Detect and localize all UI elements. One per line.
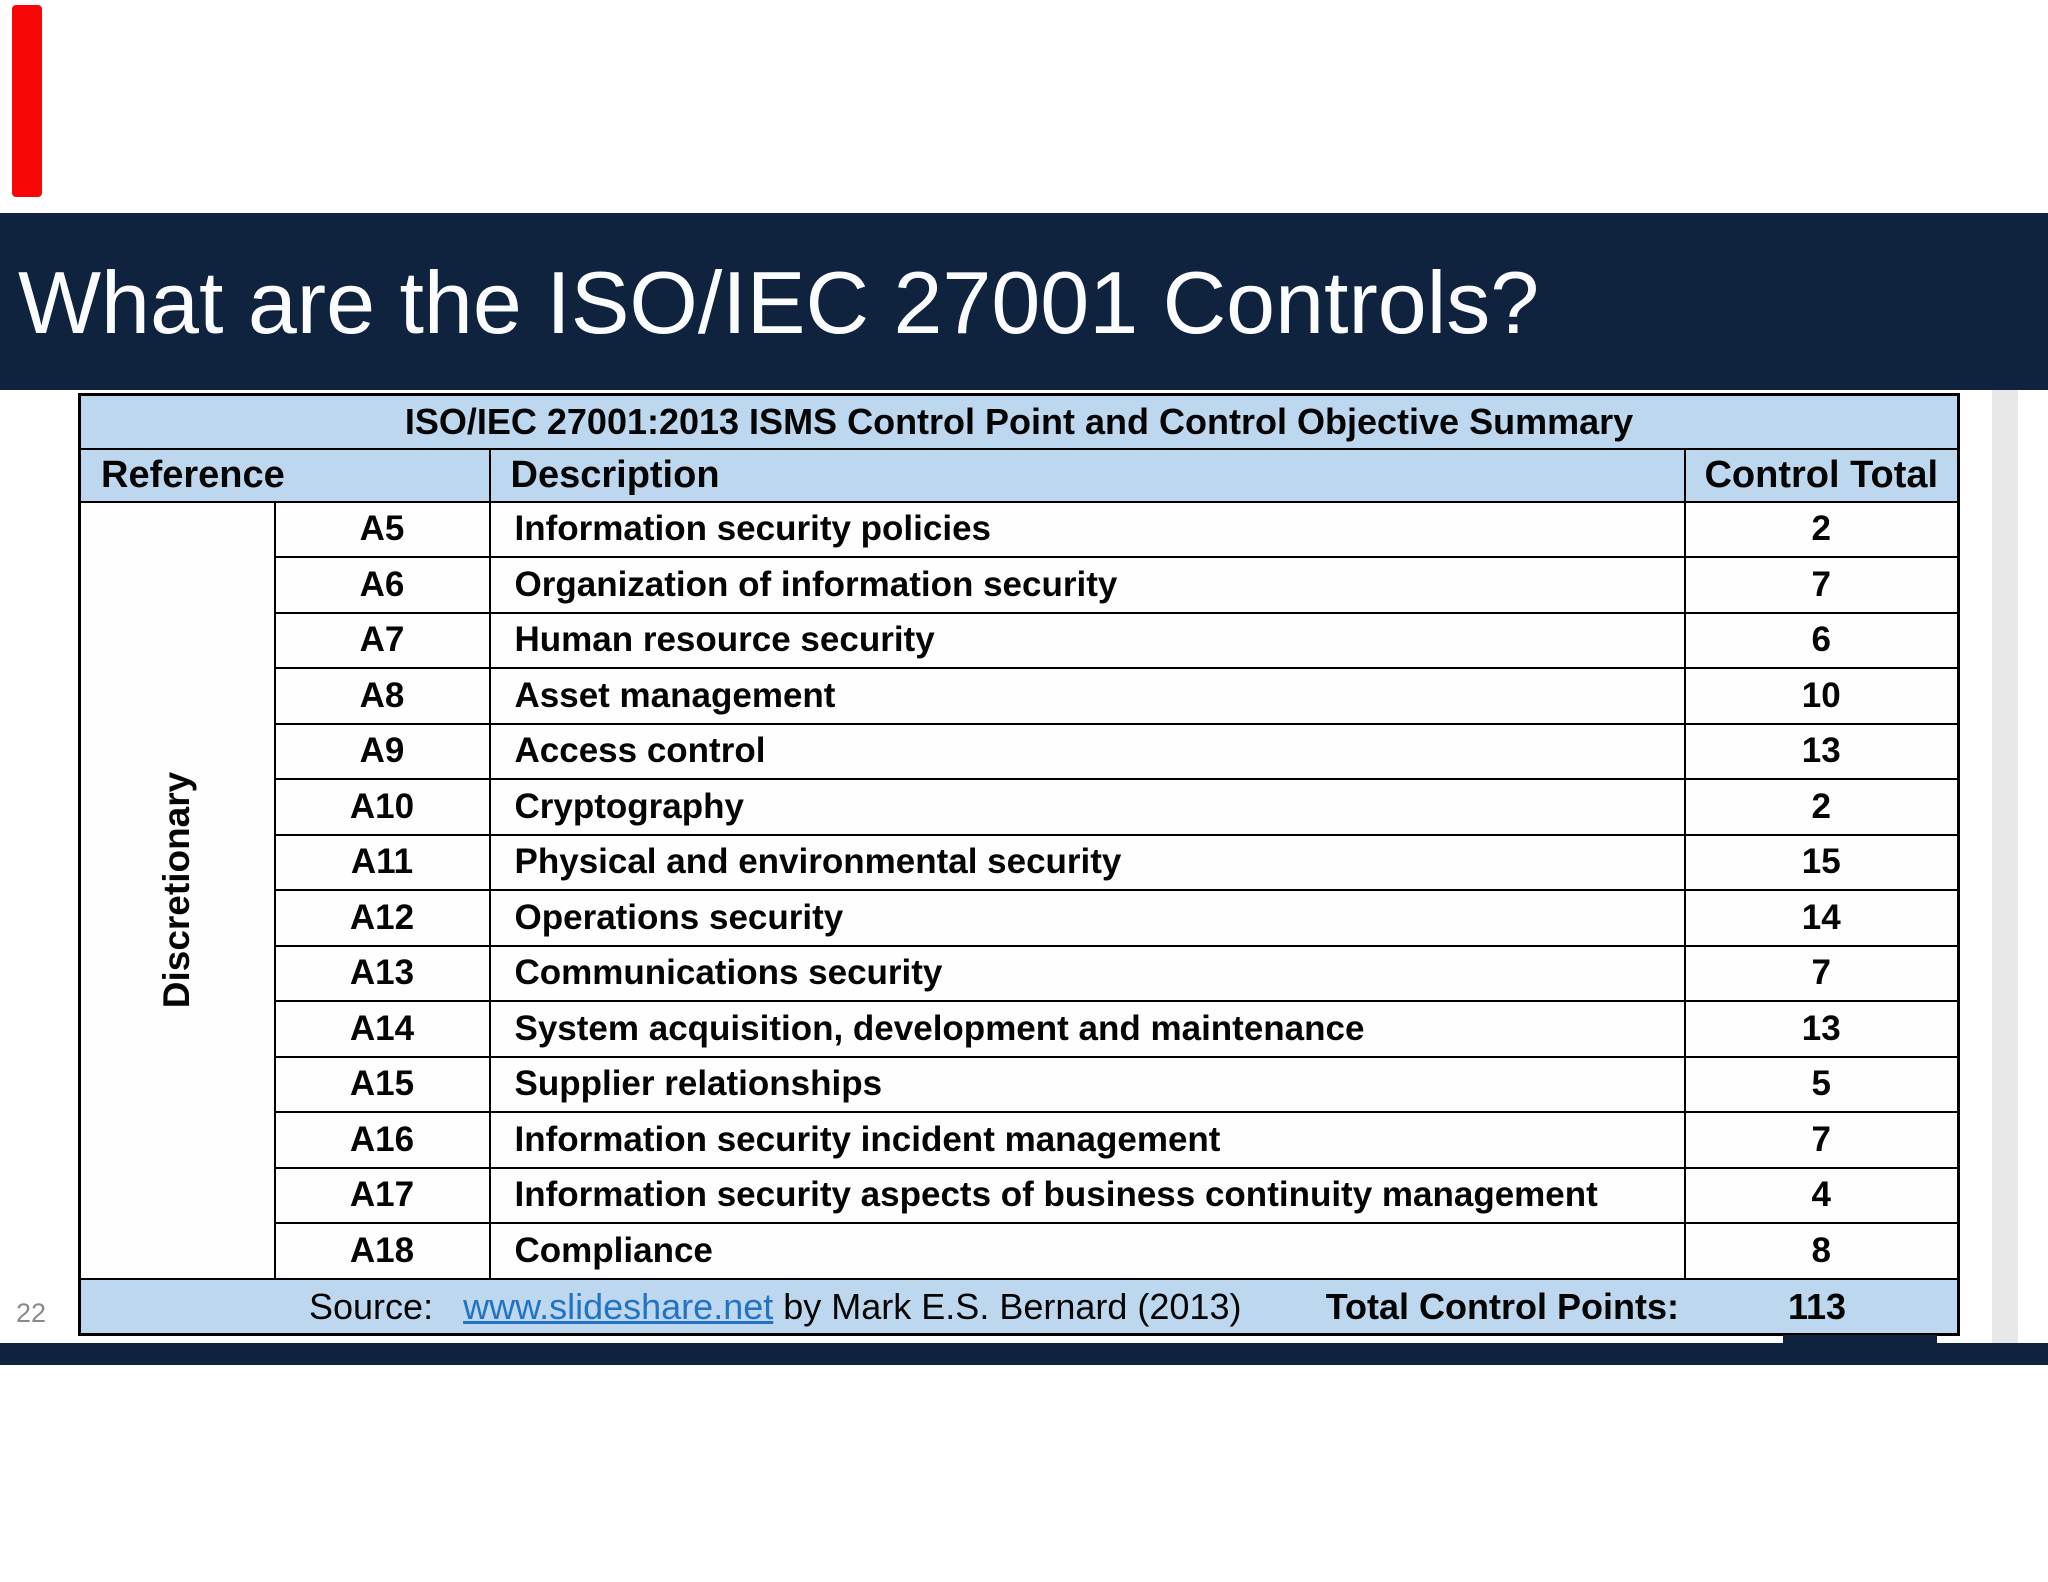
total-cell: 5 bbox=[1683, 1055, 1960, 1113]
desc-cell: System acquisition, development and main… bbox=[488, 1000, 1686, 1058]
column-header-description: Description bbox=[488, 447, 1686, 503]
desc-cell: Operations security bbox=[488, 889, 1686, 947]
total-cell: 13 bbox=[1683, 1000, 1960, 1058]
desc-cell: Communications security bbox=[488, 944, 1686, 1002]
total-cell: 15 bbox=[1683, 833, 1960, 891]
total-cell: 10 bbox=[1683, 667, 1960, 725]
red-accent-bar bbox=[12, 5, 42, 197]
desc-cell: Information security policies bbox=[488, 500, 1686, 558]
ref-cell: A6 bbox=[273, 556, 491, 614]
ref-cell: A12 bbox=[273, 889, 491, 947]
right-edge-strip bbox=[1992, 390, 2018, 1343]
desc-cell: Information security aspects of business… bbox=[488, 1166, 1686, 1224]
source-suffix: by Mark E.S. Bernard (2013) bbox=[783, 1285, 1242, 1327]
desc-cell: Asset management bbox=[488, 667, 1686, 725]
table-row: A13 Communications security 7 bbox=[80, 944, 1960, 1002]
table-row: Discretionary A5 Information security po… bbox=[78, 500, 1960, 1280]
controls-table: ISO/IEC 27001:2013 ISMS Control Point an… bbox=[78, 393, 1960, 1336]
total-cell: 8 bbox=[1683, 1222, 1960, 1280]
column-header-reference: Reference bbox=[78, 447, 491, 503]
desc-cell: Cryptography bbox=[488, 778, 1686, 836]
table-row: A9 Access control 13 bbox=[80, 722, 1960, 780]
source-label: Source: bbox=[309, 1285, 434, 1327]
table-row: A16 Information security incident manage… bbox=[80, 1111, 1960, 1169]
ref-cell: A14 bbox=[273, 1000, 491, 1058]
ref-cell: A8 bbox=[273, 667, 491, 725]
total-cell: 4 bbox=[1683, 1166, 1960, 1224]
table-row: A7 Human resource security 6 bbox=[80, 611, 1960, 669]
column-header-control-total: Control Total bbox=[1683, 447, 1960, 503]
ref-cell: A17 bbox=[273, 1166, 491, 1224]
total-control-points-value: 113 bbox=[1787, 1285, 1847, 1327]
total-cell: 14 bbox=[1683, 889, 1960, 947]
table-footer-row: Source: www.slideshare.net by Mark E.S. … bbox=[78, 1277, 1960, 1336]
table-row: A12 Operations security 14 bbox=[80, 889, 1960, 947]
ref-cell: A15 bbox=[273, 1055, 491, 1113]
ref-cell: A5 bbox=[273, 500, 491, 558]
table-row: A11 Physical and environmental security … bbox=[80, 833, 1960, 891]
row-group-cell: Discretionary bbox=[78, 500, 276, 1280]
ref-cell: A18 bbox=[273, 1222, 491, 1280]
total-cell: 13 bbox=[1683, 722, 1960, 780]
table-title-row: ISO/IEC 27001:2013 ISMS Control Point an… bbox=[78, 393, 1960, 450]
source-text: Source: www.slideshare.net by Mark E.S. … bbox=[309, 1281, 1242, 1333]
desc-cell: Organization of information security bbox=[488, 556, 1686, 614]
total-cell: 7 bbox=[1683, 944, 1960, 1002]
desc-cell: Human resource security bbox=[488, 611, 1686, 669]
slide-title: What are the ISO/IEC 27001 Controls? bbox=[18, 253, 1540, 352]
slide-title-bar: What are the ISO/IEC 27001 Controls? bbox=[0, 213, 2048, 390]
total-cell: 7 bbox=[1683, 1111, 1960, 1169]
bottom-accent-bar bbox=[0, 1343, 2048, 1365]
bottom-accent-tab bbox=[1783, 1335, 1937, 1365]
total-cell: 6 bbox=[1683, 611, 1960, 669]
table-row: A14 System acquisition, development and … bbox=[80, 1000, 1960, 1058]
ref-cell: A10 bbox=[273, 778, 491, 836]
table-header-row: Reference Description Control Total bbox=[78, 447, 1960, 503]
table-row: A6 Organization of information security … bbox=[80, 556, 1960, 614]
source-link[interactable]: www.slideshare.net bbox=[463, 1285, 774, 1327]
total-cell: 7 bbox=[1683, 556, 1960, 614]
total-cell: 2 bbox=[1683, 778, 1960, 836]
desc-cell: Supplier relationships bbox=[488, 1055, 1686, 1113]
table-title: ISO/IEC 27001:2013 ISMS Control Point an… bbox=[78, 393, 1960, 450]
table-row: A18 Compliance 8 bbox=[80, 1222, 1960, 1280]
desc-cell: Physical and environmental security bbox=[488, 833, 1686, 891]
desc-cell: Information security incident management bbox=[488, 1111, 1686, 1169]
table-row: A10 Cryptography 2 bbox=[80, 778, 1960, 836]
desc-cell: Compliance bbox=[488, 1222, 1686, 1280]
total-cell: 2 bbox=[1683, 500, 1960, 558]
table-row: A8 Asset management 10 bbox=[80, 667, 1960, 725]
ref-cell: A7 bbox=[273, 611, 491, 669]
table-footer-cell: Source: www.slideshare.net by Mark E.S. … bbox=[78, 1277, 1960, 1336]
ref-cell: A9 bbox=[273, 722, 491, 780]
ref-cell: A13 bbox=[273, 944, 491, 1002]
total-control-points-label: Total Control Points: bbox=[1325, 1285, 1679, 1327]
ref-cell: A11 bbox=[273, 833, 491, 891]
desc-cell: Access control bbox=[488, 722, 1686, 780]
table-row: A17 Information security aspects of busi… bbox=[80, 1166, 1960, 1224]
page-number: 22 bbox=[16, 1298, 47, 1328]
row-group-label: Discretionary bbox=[156, 771, 198, 1009]
ref-cell: A16 bbox=[273, 1111, 491, 1169]
table-row: A15 Supplier relationships 5 bbox=[80, 1055, 1960, 1113]
